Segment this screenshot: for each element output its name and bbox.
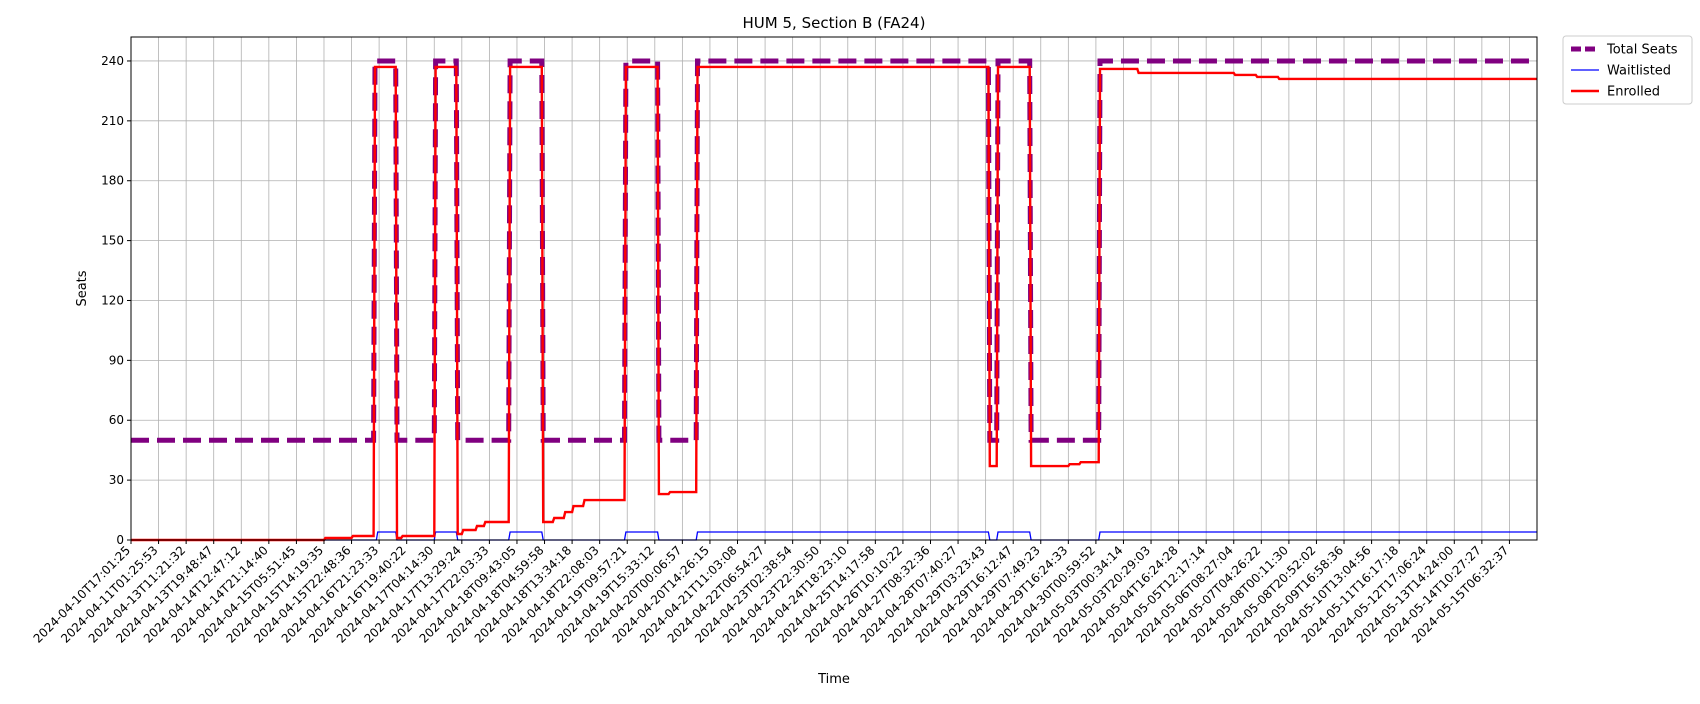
y-tick-label: 60	[109, 413, 124, 427]
series-line-total-seats	[131, 58, 1537, 443]
y-tick-label: 180	[101, 174, 124, 188]
y-tick-label: 210	[101, 114, 124, 128]
legend: Total Seats Waitlisted Enrolled	[1562, 35, 1693, 105]
y-axis-ticks: 0 30 60 90 120 150 180 210 240	[101, 54, 131, 547]
y-tick-label: 30	[109, 473, 124, 487]
legend-label-enrolled: Enrolled	[1607, 85, 1660, 100]
legend-box	[1562, 35, 1693, 105]
y-tick-label: 0	[116, 533, 124, 547]
y-tick-label: 240	[101, 54, 124, 68]
legend-label-total-seats: Total Seats	[1606, 43, 1678, 58]
x-axis-title: Time	[817, 672, 850, 687]
grid-lines	[130, 37, 1537, 541]
legend-label-waitlisted: Waitlisted	[1607, 64, 1671, 79]
series-line-enrolled	[131, 65, 1537, 542]
x-axis-ticks: 2024-04-10T17:01:252024-04-11T01:25:5320…	[31, 540, 1512, 646]
plot-area-frame	[130, 36, 1538, 541]
y-tick-label: 120	[101, 293, 124, 307]
y-axis-title: Seats	[75, 270, 90, 306]
chart-title: HUM 5, Section B (FA24)	[743, 14, 926, 32]
y-tick-label: 150	[101, 234, 124, 248]
y-tick-label: 90	[109, 353, 124, 367]
